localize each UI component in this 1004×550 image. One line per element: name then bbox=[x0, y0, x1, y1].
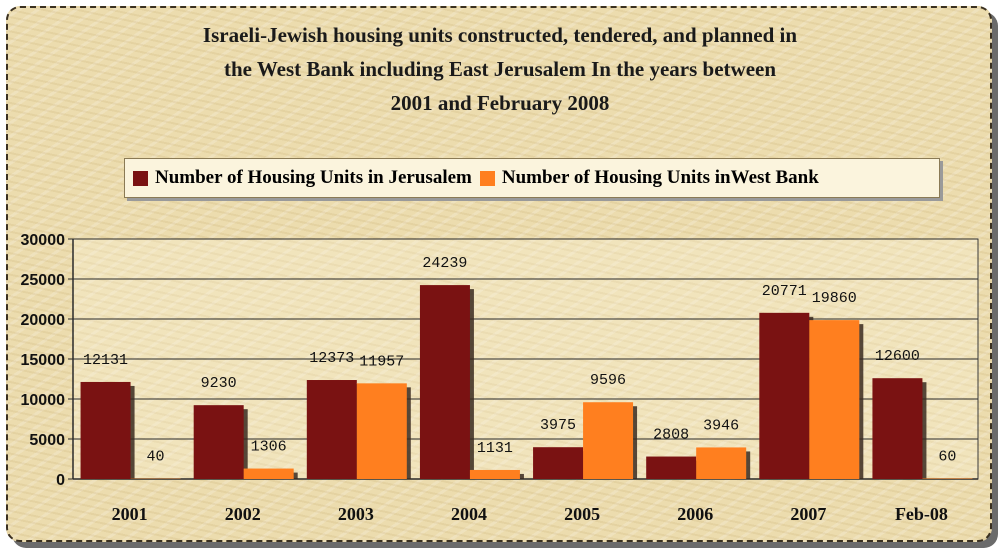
bar-west-bank bbox=[809, 320, 860, 479]
chart-title: Israeli-Jewish housing units constructed… bbox=[100, 18, 900, 120]
chart-frame bbox=[6, 6, 992, 542]
legend-label-jerusalem: Number of Housing Units in Jerusalem bbox=[155, 167, 472, 188]
x-tick-label: 2003 bbox=[338, 504, 374, 524]
chart-title-line-3: 2001 and February 2008 bbox=[390, 91, 610, 115]
data-label: 24239 bbox=[422, 255, 467, 272]
data-label: 2808 bbox=[653, 427, 689, 444]
data-label: 3946 bbox=[703, 417, 739, 434]
data-label: 12373 bbox=[309, 350, 354, 367]
y-tick-label: 30000 bbox=[21, 232, 66, 249]
bar-jerusalem bbox=[80, 381, 131, 479]
x-tick-label: 2006 bbox=[677, 504, 713, 524]
legend-item-jerusalem: Number of Housing Units in Jerusalem bbox=[133, 167, 472, 189]
legend-swatch-jerusalem bbox=[133, 170, 148, 186]
x-tick-label: 2004 bbox=[451, 504, 487, 524]
bar-west-bank bbox=[356, 383, 407, 479]
data-label: 20771 bbox=[762, 283, 807, 300]
bar-jerusalem bbox=[306, 380, 357, 479]
data-label: 3975 bbox=[540, 417, 576, 434]
x-tick-label: 2007 bbox=[790, 504, 826, 524]
chart-legend: Number of Housing Units in Jerusalem Num… bbox=[124, 158, 940, 198]
data-label: 1306 bbox=[251, 439, 287, 456]
data-label: 1131 bbox=[477, 440, 513, 457]
bar-jerusalem bbox=[533, 447, 584, 479]
data-label: 19860 bbox=[812, 290, 857, 307]
legend-swatch-west-bank bbox=[479, 170, 495, 186]
data-label: 60 bbox=[938, 449, 956, 466]
bar-west-bank bbox=[469, 469, 520, 479]
chart-title-line-1: Israeli-Jewish housing units constructed… bbox=[202, 23, 798, 47]
bar-west-bank bbox=[243, 468, 294, 479]
data-label: 12600 bbox=[875, 348, 920, 365]
data-label: 9230 bbox=[201, 375, 237, 392]
y-tick-label: 25000 bbox=[21, 272, 66, 289]
x-tick-label: 2001 bbox=[112, 504, 148, 524]
data-label: 40 bbox=[147, 449, 165, 466]
bar-jerusalem bbox=[872, 378, 923, 479]
bar-jerusalem bbox=[193, 405, 244, 479]
chart-title-line-2: the West Bank including East Jerusalem I… bbox=[223, 57, 777, 81]
bar-west-bank bbox=[583, 402, 634, 479]
legend-item-west-bank: Number of Housing Units inWest Bank bbox=[479, 167, 819, 189]
data-label: 9596 bbox=[590, 372, 626, 389]
y-tick-label: 0 bbox=[56, 472, 65, 489]
y-tick-label: 20000 bbox=[21, 312, 66, 329]
bar-jerusalem bbox=[759, 312, 810, 479]
bar-jerusalem bbox=[646, 456, 697, 479]
data-label: 11957 bbox=[359, 353, 404, 370]
x-tick-label: 2005 bbox=[564, 504, 600, 524]
data-label: 12131 bbox=[83, 352, 128, 369]
legend-label-west-bank: Number of Housing Units inWest Bank bbox=[501, 167, 819, 188]
y-tick-label: 5000 bbox=[29, 432, 65, 449]
y-tick-label: 15000 bbox=[21, 352, 66, 369]
y-tick-label: 10000 bbox=[21, 392, 66, 409]
x-tick-label: Feb-08 bbox=[895, 504, 948, 524]
bar-west-bank bbox=[696, 447, 747, 479]
bar-jerusalem bbox=[419, 285, 470, 479]
x-tick-label: 2002 bbox=[225, 504, 261, 524]
